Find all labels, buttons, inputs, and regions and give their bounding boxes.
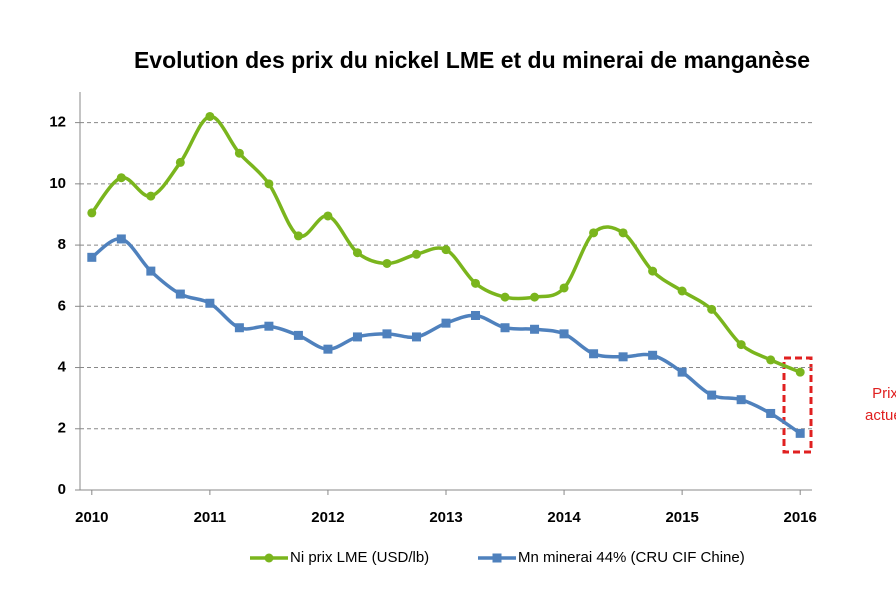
- point: [87, 208, 97, 218]
- point: [382, 258, 392, 268]
- point: [795, 428, 805, 438]
- point: [205, 111, 215, 121]
- point: [146, 266, 156, 276]
- x-tick-label: 2016: [784, 509, 817, 526]
- point: [530, 292, 540, 302]
- point: [352, 332, 362, 342]
- x-tick-label: 2015: [665, 509, 698, 526]
- point: [648, 350, 658, 360]
- point: [707, 390, 717, 400]
- point: [116, 234, 126, 244]
- point: [146, 191, 156, 201]
- point: [175, 157, 185, 167]
- legend-label: Mn minerai 44% (CRU CIF Chine): [518, 549, 745, 566]
- legend-marker: [492, 553, 502, 563]
- point: [766, 408, 776, 418]
- point: [352, 248, 362, 258]
- y-tick-label: 4: [58, 359, 67, 376]
- x-tick-label: 2011: [194, 509, 227, 526]
- x-tick-label: 2014: [547, 509, 581, 526]
- point: [411, 249, 421, 259]
- point: [559, 329, 569, 339]
- x-tick-label: 2012: [311, 509, 344, 526]
- point: [323, 211, 333, 221]
- point: [766, 355, 776, 365]
- y-tick-label: 8: [58, 236, 66, 253]
- y-tick-label: 6: [58, 297, 66, 314]
- x-tick-label: 2013: [429, 509, 462, 526]
- point: [500, 323, 510, 333]
- point: [559, 283, 569, 293]
- point: [618, 228, 628, 238]
- point: [736, 395, 746, 405]
- point: [707, 304, 717, 314]
- series-line: [90, 237, 802, 435]
- chart-title: Evolution des prix du nickel LME et du m…: [134, 47, 810, 73]
- point: [293, 330, 303, 340]
- x-tick-label: 2010: [75, 509, 108, 526]
- point: [441, 318, 451, 328]
- point: [264, 179, 274, 189]
- point: [293, 231, 303, 241]
- point: [530, 324, 540, 334]
- point: [234, 148, 244, 158]
- point: [323, 344, 333, 354]
- annotation: actuel: [865, 407, 896, 424]
- point: [471, 278, 481, 288]
- point: [589, 349, 599, 359]
- legend-marker: [264, 553, 274, 563]
- highlight-box: [782, 356, 813, 454]
- point: [500, 292, 510, 302]
- point: [471, 310, 481, 320]
- point: [795, 367, 805, 377]
- point: [382, 329, 392, 339]
- point: [234, 323, 244, 333]
- y-tick-label: 0: [58, 481, 66, 498]
- point: [175, 289, 185, 299]
- series-line: [90, 114, 801, 374]
- point: [618, 352, 628, 362]
- point: [441, 245, 451, 255]
- point: [205, 298, 215, 308]
- point: [116, 173, 126, 183]
- y-tick-label: 2: [58, 420, 66, 437]
- point: [87, 252, 97, 262]
- point: [648, 266, 658, 276]
- point: [736, 340, 746, 350]
- point: [677, 286, 687, 296]
- point: [589, 228, 599, 238]
- legend-label: Ni prix LME (USD/lb): [290, 549, 429, 566]
- point: [677, 367, 687, 377]
- y-tick-label: 10: [49, 175, 66, 192]
- point: [264, 321, 274, 331]
- y-tick-label: 12: [49, 114, 66, 131]
- annotation: Prix: [872, 385, 896, 402]
- point: [411, 332, 421, 342]
